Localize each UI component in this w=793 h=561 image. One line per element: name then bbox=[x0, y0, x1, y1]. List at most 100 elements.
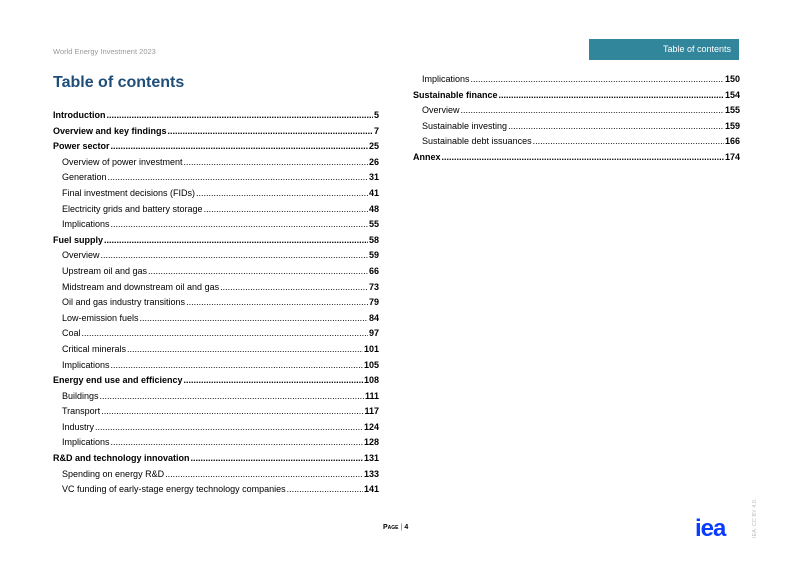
toc-entry-label: Implications bbox=[62, 437, 110, 448]
toc-entry[interactable]: Annex 174 bbox=[413, 150, 740, 166]
toc-entry-label: Implications bbox=[422, 74, 470, 84]
toc-leader-dots bbox=[111, 217, 368, 233]
toc-leader-dots bbox=[184, 373, 363, 389]
toc-entry[interactable]: Energy end use and efficiency 108 bbox=[53, 373, 379, 389]
toc-entry-label: Overview bbox=[62, 250, 100, 261]
toc-entry-label: Sustainable finance bbox=[413, 89, 498, 100]
toc-entry-page: 166 bbox=[724, 136, 740, 147]
toc-leader-dots bbox=[287, 482, 363, 498]
toc-entry-label: Introduction bbox=[53, 110, 106, 120]
toc-entry[interactable]: Final investment decisions (FIDs) 41 bbox=[53, 186, 379, 202]
toc-entry-label: Midstream and downstream oil and gas bbox=[62, 281, 220, 292]
toc-entry-label: Critical minerals bbox=[62, 343, 127, 354]
toc-entry[interactable]: Overview and key findings 7 bbox=[53, 124, 379, 140]
toc-entry-page: 105 bbox=[363, 359, 379, 370]
toc-entry[interactable]: Upstream oil and gas 66 bbox=[53, 264, 379, 280]
toc-entry[interactable]: Oil and gas industry transitions 79 bbox=[53, 295, 379, 311]
toc-entry[interactable]: Industry 124 bbox=[53, 420, 379, 436]
toc-leader-dots bbox=[220, 280, 368, 296]
toc-entry-label: Annex bbox=[413, 151, 441, 162]
toc-entry-page: 133 bbox=[363, 468, 379, 479]
toc-entry-page: 159 bbox=[724, 120, 740, 131]
toc-entry[interactable]: Spending on energy R&D 133 bbox=[53, 467, 379, 483]
toc-entry[interactable]: Implications 150 bbox=[413, 72, 740, 88]
toc-leader-dots bbox=[461, 103, 724, 119]
toc-entry-page: 26 bbox=[368, 156, 379, 167]
toc-entry-page: 124 bbox=[363, 421, 379, 432]
toc-entry-page: 84 bbox=[368, 312, 379, 323]
toc-leader-dots bbox=[111, 435, 363, 451]
toc-entry[interactable]: Overview 59 bbox=[53, 248, 379, 264]
toc-entry-label: Generation bbox=[62, 172, 107, 183]
toc-entry-label: Spending on energy R&D bbox=[62, 468, 165, 479]
toc-leader-dots bbox=[100, 389, 364, 405]
toc-entry[interactable]: VC funding of early-stage energy technol… bbox=[53, 482, 379, 498]
toc-entry-label: Oil and gas industry transitions bbox=[62, 297, 186, 308]
toc-entry[interactable]: Low-emission fuels 84 bbox=[53, 311, 379, 327]
toc-entry-page: 97 bbox=[368, 328, 379, 339]
toc-leader-dots bbox=[204, 202, 368, 218]
toc-entry[interactable]: Overview 155 bbox=[413, 103, 740, 119]
toc-entry-label: R&D and technology innovation bbox=[53, 453, 190, 464]
toc-entry-page: 5 bbox=[373, 110, 379, 120]
toc-entry[interactable]: Generation 31 bbox=[53, 170, 379, 186]
page-number-value: 4 bbox=[404, 524, 409, 531]
toc-entry-page: 111 bbox=[364, 390, 379, 401]
toc-leader-dots bbox=[508, 119, 724, 135]
iea-logo: iea bbox=[695, 515, 726, 542]
toc-entry-label: Final investment decisions (FIDs) bbox=[62, 187, 196, 198]
toc-entry[interactable]: Power sector 25 bbox=[53, 139, 379, 155]
toc-entry-label: Sustainable debt issuances bbox=[422, 136, 532, 147]
toc-leader-dots bbox=[442, 150, 724, 166]
toc-entry[interactable]: Midstream and downstream oil and gas 73 bbox=[53, 280, 379, 296]
toc-entry[interactable]: Sustainable debt issuances 166 bbox=[413, 134, 740, 150]
toc-leader-dots bbox=[82, 326, 368, 342]
toc-entry[interactable]: Critical minerals 101 bbox=[53, 342, 379, 358]
toc-leader-dots bbox=[104, 233, 368, 249]
toc-entry[interactable]: Buildings 111 bbox=[53, 389, 379, 405]
toc-leader-dots bbox=[186, 295, 368, 311]
toc-right-column: Implications 150 Sustainable finance 154 Ove… bbox=[413, 72, 740, 166]
toc-entry[interactable]: Overview of power investment 26 bbox=[53, 155, 379, 171]
toc-entry-page: 73 bbox=[368, 281, 379, 292]
toc-entry[interactable]: Fuel supply 58 bbox=[53, 233, 379, 249]
toc-entry-page: 66 bbox=[368, 265, 379, 276]
toc-leader-dots bbox=[533, 134, 724, 150]
toc-leader-dots bbox=[196, 186, 368, 202]
toc-entry[interactable]: Implications 55 bbox=[53, 217, 379, 233]
toc-entry-page: 101 bbox=[363, 343, 379, 354]
toc-entry-page: 79 bbox=[368, 297, 379, 308]
toc-entry-page: 117 bbox=[364, 406, 379, 417]
toc-entry-label: Sustainable investing bbox=[422, 120, 508, 131]
toc-entry-label: Fuel supply bbox=[53, 234, 104, 245]
toc-leader-dots bbox=[111, 358, 363, 374]
toc-entry-page: 41 bbox=[368, 187, 379, 198]
toc-entry[interactable]: Implications 105 bbox=[53, 358, 379, 374]
toc-entry-page: 128 bbox=[363, 437, 379, 448]
toc-entry[interactable]: R&D and technology innovation 131 bbox=[53, 451, 379, 467]
toc-entry[interactable]: Implications 128 bbox=[53, 435, 379, 451]
toc-entry-label: Overview bbox=[422, 105, 460, 116]
toc-entry[interactable]: Sustainable finance 154 bbox=[413, 88, 740, 104]
toc-leader-dots bbox=[101, 248, 368, 264]
toc-leader-dots bbox=[191, 451, 363, 467]
toc-entry-page: 58 bbox=[368, 234, 379, 245]
toc-entry-page: 48 bbox=[368, 203, 379, 214]
toc-entry[interactable]: Introduction 5 bbox=[53, 108, 379, 124]
toc-entry-page: 150 bbox=[724, 74, 740, 84]
toc-entry-label: Upstream oil and gas bbox=[62, 265, 148, 276]
section-tab: Table of contents bbox=[589, 39, 739, 60]
toc-entry[interactable]: Coal 97 bbox=[53, 326, 379, 342]
toc-leader-dots bbox=[140, 311, 368, 327]
toc-entry-label: VC funding of early-stage energy technol… bbox=[62, 484, 286, 495]
toc-entry-page: 25 bbox=[368, 141, 379, 152]
toc-leader-dots bbox=[111, 139, 368, 155]
toc-entry-label: Overview and key findings bbox=[53, 125, 167, 136]
toc-entry-label: Power sector bbox=[53, 141, 110, 152]
toc-entry[interactable]: Electricity grids and battery storage 48 bbox=[53, 202, 379, 218]
toc-leader-dots bbox=[95, 420, 363, 436]
toc-entry[interactable]: Transport 117 bbox=[53, 404, 379, 420]
toc-entry-label: Buildings bbox=[62, 390, 99, 401]
toc-entry[interactable]: Sustainable investing 159 bbox=[413, 119, 740, 135]
toc-entry-label: Electricity grids and battery storage bbox=[62, 203, 203, 214]
